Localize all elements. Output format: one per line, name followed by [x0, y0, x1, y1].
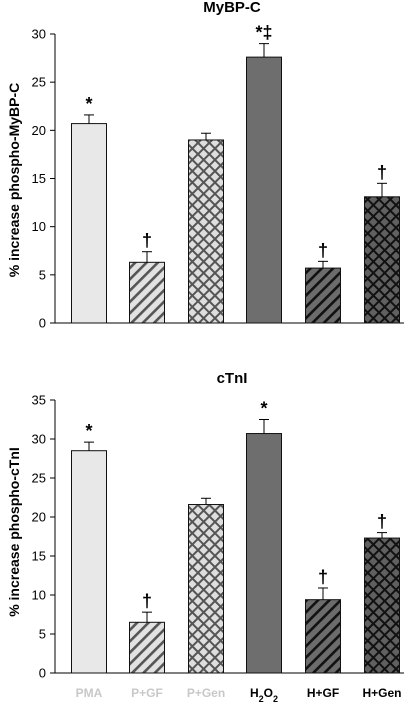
y-tick-label: 10 — [32, 588, 46, 603]
significance-marker: † — [318, 567, 328, 587]
y-tick-label: 20 — [32, 510, 46, 525]
category-label: H+GF — [307, 686, 339, 700]
bar — [364, 537, 400, 674]
y-tick-label: 15 — [32, 549, 46, 564]
chart-panel-mybpc: 0 5 10 15 20 25 30 * † *‡ † † — [32, 23, 404, 331]
bar — [188, 139, 224, 324]
chart-title-ctni: cTnI — [217, 370, 248, 387]
bar — [129, 261, 165, 324]
category-label: PMA — [76, 686, 103, 700]
significance-marker: † — [377, 512, 387, 532]
bar — [246, 433, 282, 674]
bar — [71, 450, 107, 674]
significance-marker: † — [318, 240, 328, 260]
chart-title-mybpc: MyBP-C — [203, 0, 261, 16]
y-tick-label: 10 — [32, 219, 46, 234]
y-tick-label: 15 — [32, 171, 46, 186]
significance-marker: * — [85, 421, 92, 441]
y-tick-label: 0 — [39, 316, 46, 331]
y-tick-label: 25 — [32, 75, 46, 90]
bar — [364, 196, 400, 324]
y-tick-label: 5 — [39, 267, 46, 282]
bar — [246, 56, 282, 324]
bar — [305, 267, 341, 324]
y-tick-label: 30 — [32, 432, 46, 447]
category-label: P+GF — [131, 686, 163, 700]
y-axis-label-mybpc: % increase phospho-MyBP-C — [6, 83, 22, 277]
bar — [71, 123, 107, 324]
y-tick-label: 25 — [32, 471, 46, 486]
y-tick-label: 30 — [32, 27, 46, 42]
y-tick-label: 5 — [39, 627, 46, 642]
bar — [188, 504, 224, 674]
y-tick-label: 35 — [32, 393, 46, 408]
y-tick-label: 20 — [32, 123, 46, 138]
bar — [129, 621, 165, 674]
y-tick-label: 0 — [39, 666, 46, 681]
significance-marker: * — [85, 94, 92, 114]
significance-marker: † — [142, 231, 152, 251]
category-label: H2O2 — [250, 686, 278, 704]
category-label: H+Gen — [362, 686, 401, 700]
chart-panel-ctni: 0 5 10 15 20 25 30 35 * PMA † P+GF P+Gen * H2O2 † H+GF † H… — [32, 393, 404, 704]
y-axis-label-ctni: % increase phospho-cTnI — [6, 447, 22, 617]
significance-marker: † — [142, 591, 152, 611]
category-label: P+Gen — [187, 686, 225, 700]
significance-marker: * — [260, 399, 267, 419]
significance-marker: † — [377, 162, 387, 182]
significance-marker: *‡ — [255, 23, 272, 43]
bar — [305, 599, 341, 674]
